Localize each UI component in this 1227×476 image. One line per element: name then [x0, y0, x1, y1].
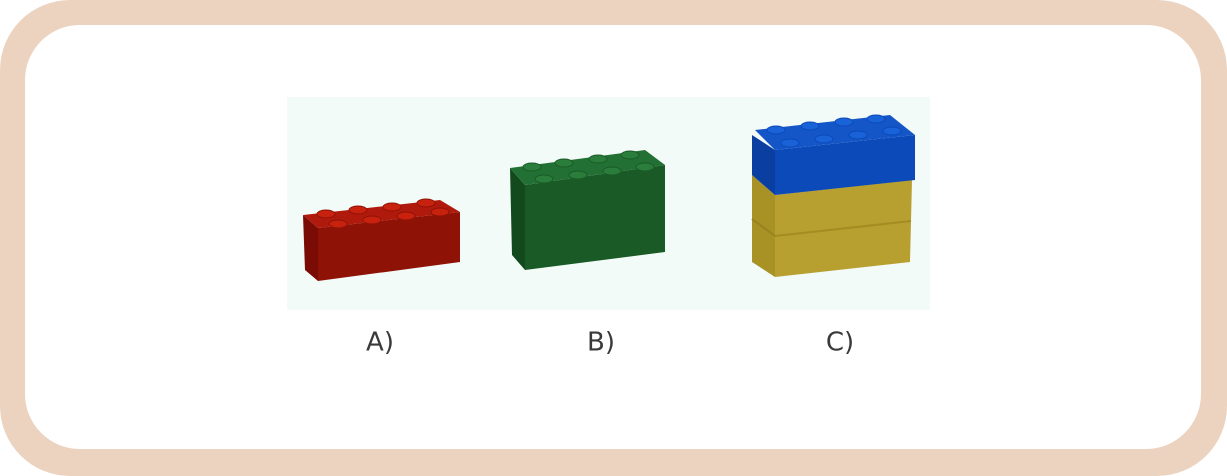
brick-b [510, 150, 665, 270]
brick-a [303, 198, 460, 281]
option-label: C) [826, 328, 854, 358]
option-label: A) [366, 328, 394, 358]
option-label: B) [587, 328, 615, 358]
brick-c [751, 114, 915, 277]
